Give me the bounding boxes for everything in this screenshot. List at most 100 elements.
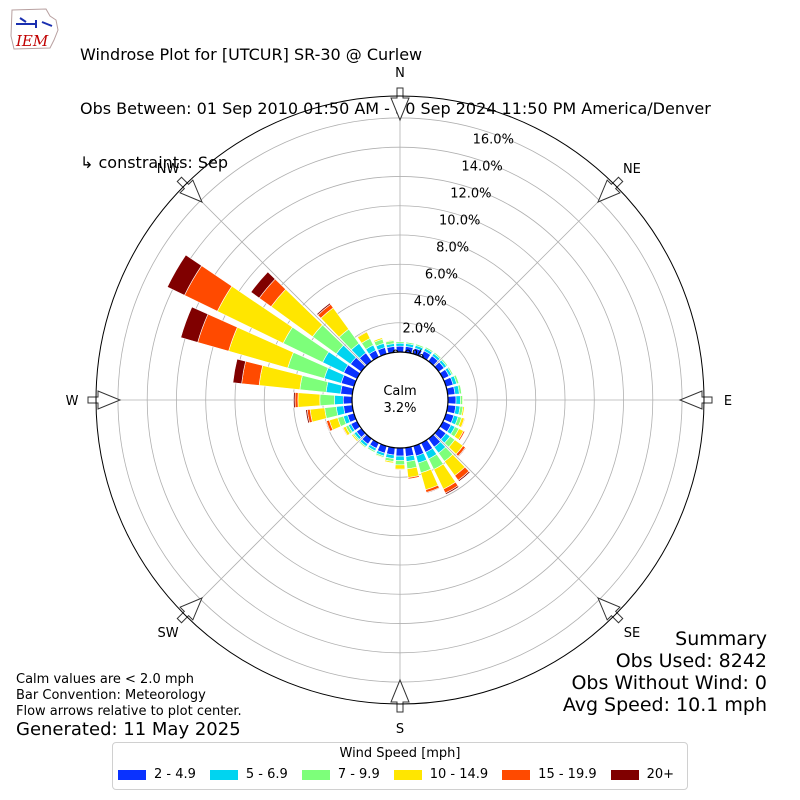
arrow-shape <box>597 176 624 203</box>
legend-label: 20+ <box>646 767 675 782</box>
wind-bar-segment <box>407 475 420 480</box>
legend-label: 2 - 4.9 <box>154 767 196 782</box>
wind-bar-segment <box>309 407 327 423</box>
flow-arrows <box>87 87 713 713</box>
legend-items: 2 - 4.9 5 - 6.9 7 - 9.9 10 - 14.9 15 - 1… <box>118 767 688 782</box>
calm-note: Calm values are < 2.0 mph <box>16 672 195 687</box>
arrow-shape <box>678 390 713 410</box>
wind-bar-segment <box>394 468 406 471</box>
wind-bar-segment <box>440 358 449 367</box>
calm-label: Calm <box>383 384 416 399</box>
wind-bar-segment <box>460 417 466 429</box>
wind-bar-segment <box>316 302 332 316</box>
wind-bar-segment <box>447 395 457 405</box>
flow-arrow-icon <box>390 87 410 122</box>
wind-bar-segment <box>395 341 405 344</box>
flow-arrow-icon <box>390 678 410 713</box>
wind-bar-segment <box>426 487 441 494</box>
legend-swatch <box>393 769 422 780</box>
radial-tick-label: 16.0% <box>473 132 514 147</box>
wind-bar-segment <box>415 343 425 349</box>
wind-bar-segment <box>319 393 335 407</box>
wind-bar-segment <box>351 433 359 442</box>
grid-spoke <box>433 184 616 367</box>
summary-block: Summary Obs Used: 8242 Obs Without Wind:… <box>563 628 767 716</box>
legend-label: 10 - 14.9 <box>429 767 489 782</box>
radial-tick-label: 8.0% <box>436 241 469 256</box>
wind-bar-segment <box>462 395 464 405</box>
iem-logo: IEM <box>10 8 59 50</box>
wind-bar-segment <box>356 330 368 338</box>
flow-arrow-icon <box>176 597 203 624</box>
wind-bar-segment <box>424 346 434 353</box>
legend-item: 20+ <box>610 767 675 782</box>
compass-label: NE <box>623 162 641 177</box>
compass-labels: N NE E SE S SW W NW <box>66 66 733 737</box>
wind-bar-segment <box>461 406 465 417</box>
arrow-shape <box>390 678 410 713</box>
arrow-shape <box>597 597 624 624</box>
flow-arrow-icon <box>597 176 624 203</box>
radial-tick-label: 12.0% <box>450 186 491 201</box>
flow-arrows-note: Flow arrows relative to plot center. <box>16 704 242 719</box>
grid-spoke <box>184 433 367 616</box>
legend-item: 7 - 9.9 <box>301 767 380 782</box>
wind-bar-segment <box>453 374 460 385</box>
legend-label: 7 - 9.9 <box>337 767 380 782</box>
wind-bar-segment <box>366 446 376 453</box>
compass-label: W <box>66 394 79 409</box>
wind-bar-segment <box>457 447 467 458</box>
generated-date: Generated: 11 May 2025 <box>16 719 241 740</box>
wind-bar-segment <box>455 395 461 405</box>
wind-bar-segment <box>341 427 348 437</box>
wind-bar-segment <box>394 464 406 470</box>
obs-used: Obs Used: 8242 <box>615 650 767 672</box>
wind-bar-segment <box>250 271 276 299</box>
title-line-1: Windrose Plot for [UTCUR] SR-30 @ Curlew <box>80 45 423 64</box>
wind-bar-segment <box>374 454 385 459</box>
wind-bar-segment <box>373 337 384 343</box>
radial-tick-labels: 0.0%2.0%4.0%6.0%8.0%10.0%12.0%14.0%16.0% <box>391 132 514 363</box>
wind-bar-segment <box>294 392 299 408</box>
legend-label: 5 - 6.9 <box>245 767 288 782</box>
radial-tick-label: 14.0% <box>461 159 502 174</box>
legend-item: 2 - 4.9 <box>118 767 196 782</box>
compass-label: SW <box>158 626 179 641</box>
wind-bar-segment <box>297 392 321 408</box>
summary-title: Summary <box>675 628 767 650</box>
bar-convention-note: Bar Convention: Meteorology <box>16 688 206 703</box>
legend-item: 5 - 6.9 <box>209 767 288 782</box>
flow-arrow-icon <box>597 597 624 624</box>
obs-without-wind: Obs Without Wind: 0 <box>571 672 767 694</box>
arrow-shape <box>176 176 203 203</box>
legend-label: 15 - 19.9 <box>538 767 597 782</box>
wind-bar-segment <box>444 485 460 495</box>
wind-bar-segment <box>232 358 246 384</box>
legend-swatch <box>610 769 639 780</box>
flow-arrow-icon <box>87 390 122 410</box>
wind-bar-segment <box>325 381 343 395</box>
legend-swatch <box>502 769 531 780</box>
compass-label: E <box>724 394 732 409</box>
compass-label: NW <box>157 162 180 177</box>
logo-text: IEM <box>15 32 49 50</box>
grid-spoke <box>433 433 616 616</box>
wind-bars <box>166 254 471 495</box>
wind-bar-segment <box>457 470 471 482</box>
wind-bar-segment <box>395 447 405 457</box>
wind-bar-segment <box>457 384 462 395</box>
wind-bar-segment <box>384 459 394 464</box>
wind-bar-segment <box>180 306 209 343</box>
arrow-shape <box>390 87 410 122</box>
wind-bar-segment <box>342 395 353 405</box>
legend-title: Wind Speed [mph] <box>339 746 461 761</box>
legend-swatch <box>118 769 146 780</box>
wind-bar-segment <box>305 409 310 424</box>
wind-bar-segment <box>340 385 354 396</box>
legend-item: 10 - 14.9 <box>393 767 489 782</box>
wind-bar-segment <box>395 459 405 466</box>
flow-arrow-icon <box>678 390 713 410</box>
wind-bar-segment <box>405 341 415 346</box>
wind-bar-segment <box>325 420 331 432</box>
legend-item: 15 - 19.9 <box>502 767 597 782</box>
